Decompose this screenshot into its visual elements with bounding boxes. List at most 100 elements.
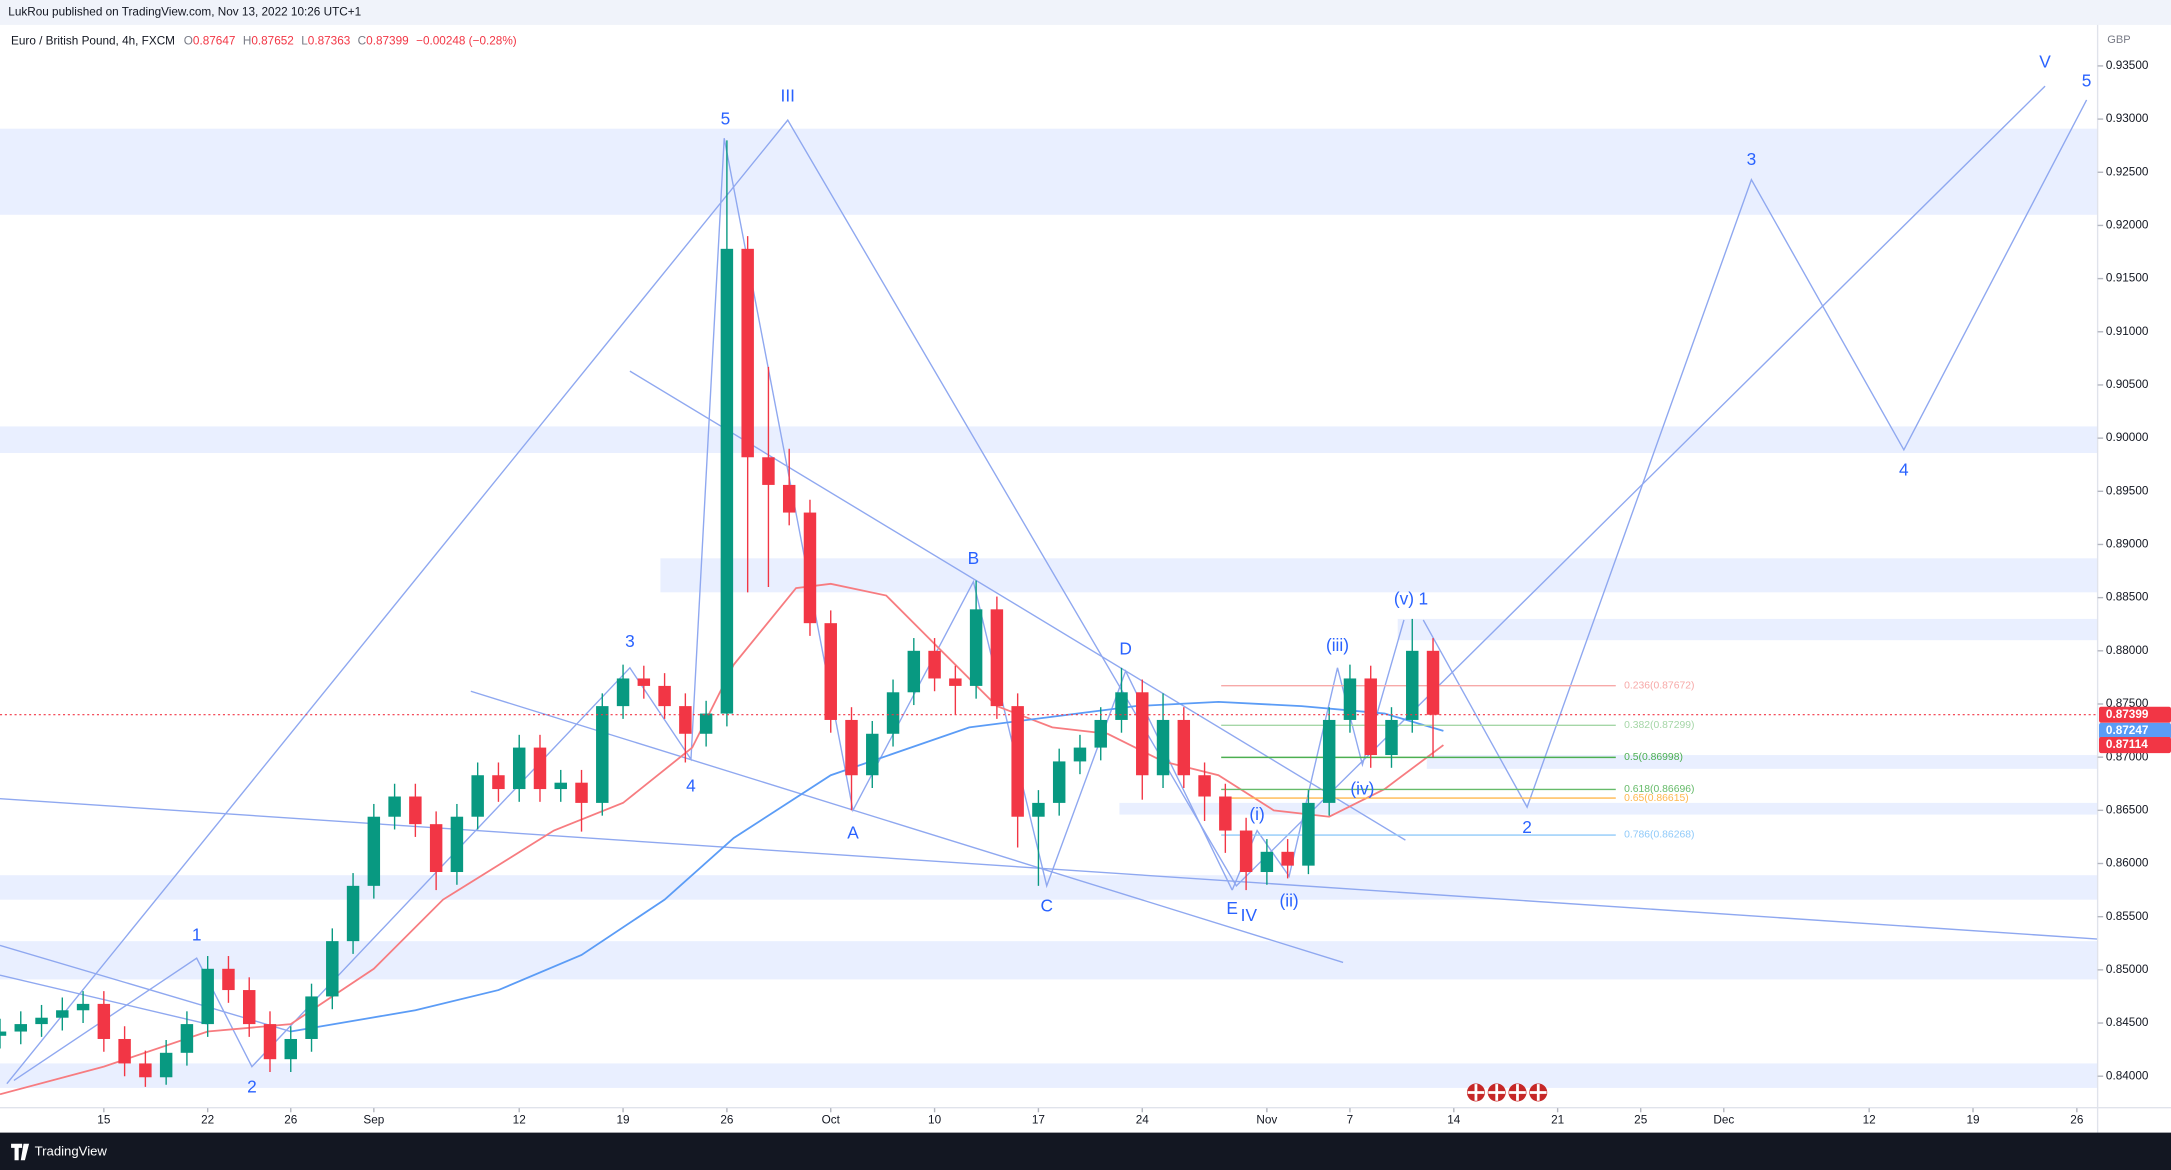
- candle-body: [1032, 802, 1045, 817]
- candle-body: [284, 1038, 297, 1060]
- price-marker: [2099, 722, 2171, 739]
- y-tick-label: 0.88500: [2106, 591, 2149, 604]
- zone: [660, 558, 2098, 593]
- wave-label: 3: [625, 631, 635, 651]
- candle-body: [782, 484, 796, 513]
- x-tick-label: 14: [1447, 1114, 1461, 1127]
- zone: [0, 941, 2098, 980]
- y-tick-label: 0.85500: [2106, 910, 2149, 923]
- wave-label: 4: [1899, 460, 1909, 480]
- ohlc-value: 0.87647: [193, 35, 235, 48]
- x-tick-label: 24: [1136, 1114, 1150, 1127]
- candle-body: [1073, 747, 1087, 762]
- fib-label: 0.5(0.86998): [1624, 752, 1683, 763]
- x-tick-label: Sep: [363, 1114, 384, 1127]
- candle-body: [1136, 692, 1149, 776]
- x-tick-label: Dec: [1713, 1114, 1734, 1127]
- trend-line: [470, 690, 1344, 964]
- fib-label: 0.618(0.86696): [1624, 784, 1694, 795]
- wave-label: (v): [1394, 588, 1414, 608]
- candle-body: [97, 1003, 111, 1039]
- event-flags: [1466, 1083, 1548, 1102]
- x-tick-label: 26: [720, 1114, 734, 1127]
- candle-body: [1011, 706, 1024, 817]
- y-tick-label: 0.84500: [2106, 1016, 2149, 1029]
- price-marker-label: 0.87114: [2106, 738, 2148, 751]
- publisher-line: LukRou published on TradingView.com, Nov…: [8, 6, 361, 19]
- y-tick-label: 0.92000: [2106, 219, 2149, 232]
- candle-body: [159, 1052, 173, 1078]
- candle-body: [367, 816, 381, 886]
- wave-label: E: [1226, 898, 1238, 918]
- ohlc-value: 0.87363: [308, 35, 351, 48]
- wave-label: IV: [1241, 905, 1258, 925]
- x-tick-label: 10: [928, 1114, 942, 1127]
- y-tick-label: 0.89500: [2106, 484, 2149, 497]
- wave-label: (i): [1249, 804, 1264, 824]
- x-tick-label: 15: [97, 1114, 111, 1127]
- wave-label: 5: [721, 109, 731, 129]
- candle-body: [720, 248, 734, 714]
- candle-body: [222, 968, 235, 991]
- x-tick-label: 21: [1551, 1114, 1564, 1127]
- x-tick-label: 7: [1347, 1114, 1354, 1127]
- price-marker: [2099, 706, 2171, 723]
- top-bar: [0, 0, 2171, 25]
- trend-line: [629, 370, 1406, 841]
- candle-body: [180, 1024, 194, 1053]
- zone: [0, 1063, 2098, 1088]
- wave-label: 4: [686, 776, 696, 796]
- y-tick-label: 0.88000: [2106, 644, 2149, 657]
- candle-body: [471, 775, 484, 817]
- y-tick-label: 0.90500: [2106, 378, 2149, 391]
- moving-average: [0, 582, 1444, 1096]
- y-tick-label: 0.89000: [2106, 538, 2149, 551]
- y-tick-label: 0.92500: [2106, 165, 2149, 178]
- wave-label: III: [781, 85, 795, 105]
- ohlc-key: C: [358, 35, 367, 48]
- candle-body: [0, 1031, 7, 1036]
- y-tick-label: 0.91000: [2106, 325, 2149, 338]
- price-marker: [2099, 737, 2171, 754]
- zones: [0, 128, 2098, 1088]
- candle-body: [1364, 678, 1377, 756]
- x-tick-label: 22: [201, 1114, 214, 1127]
- candle-body: [1385, 719, 1398, 756]
- currency-label: GBP: [2107, 34, 2130, 46]
- candle-body: [596, 706, 609, 803]
- ohlc-key: H: [243, 35, 251, 48]
- candle-body: [699, 713, 713, 734]
- x-tick-label: 17: [1032, 1114, 1045, 1127]
- brand-name[interactable]: TradingView: [35, 1143, 108, 1158]
- price-marker-label: 0.87399: [2106, 708, 2149, 721]
- y-tick-label: 0.84000: [2106, 1069, 2149, 1082]
- price-marker-label: 0.87247: [2106, 724, 2149, 737]
- wave-label: 3: [1747, 149, 1757, 169]
- candle-body: [450, 816, 464, 873]
- ohlc-key: O: [184, 35, 193, 48]
- candle-body: [533, 747, 547, 790]
- candle-body: [1219, 796, 1232, 831]
- candle-body: [118, 1038, 131, 1064]
- fib-label: 0.786(0.86268): [1624, 830, 1694, 841]
- candle-body: [1426, 650, 1440, 715]
- x-tick-label: 26: [284, 1114, 298, 1127]
- trend-line: [6, 85, 2046, 1085]
- candle-body: [658, 685, 671, 707]
- candles: [0, 140, 2098, 1087]
- zone: [1426, 755, 2098, 769]
- symbol: Euro / British Pound, 4h, FXCM: [11, 35, 175, 48]
- wave-label: V: [2039, 51, 2051, 71]
- wave-label: C: [1040, 896, 1052, 916]
- candle-body: [1281, 851, 1294, 866]
- candle-body: [1198, 775, 1211, 797]
- candle-body: [326, 941, 339, 997]
- x-tick-label: Oct: [822, 1114, 841, 1127]
- fib-label: 0.382(0.87299): [1624, 720, 1694, 731]
- y-tick-label: 0.90000: [2106, 431, 2149, 444]
- symbol-line: Euro / British Pound, 4h, FXCM O0.87647 …: [11, 35, 517, 48]
- candle-body: [575, 782, 588, 803]
